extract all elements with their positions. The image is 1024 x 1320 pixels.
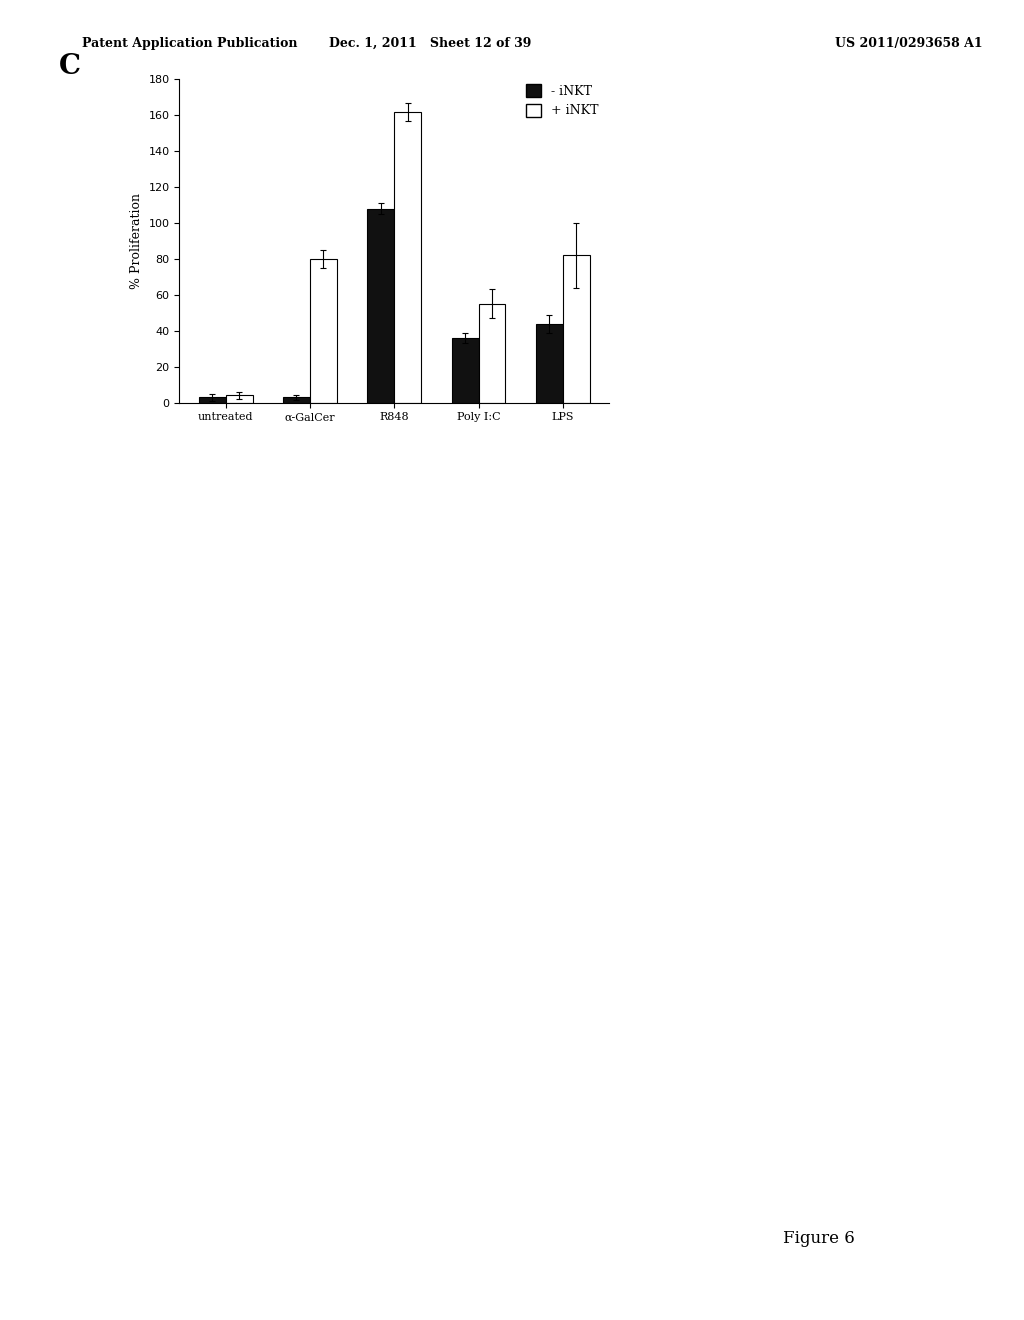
Bar xyxy=(563,255,590,403)
Bar xyxy=(310,259,337,403)
Text: C: C xyxy=(58,53,81,81)
Y-axis label: % Proliferation: % Proliferation xyxy=(130,193,142,289)
Text: Figure 6: Figure 6 xyxy=(783,1230,855,1247)
Bar xyxy=(478,304,506,403)
Bar xyxy=(394,112,421,403)
Text: US 2011/0293658 A1: US 2011/0293658 A1 xyxy=(836,37,983,50)
Bar xyxy=(368,209,394,403)
Bar xyxy=(452,338,478,403)
Bar xyxy=(283,397,310,403)
Bar xyxy=(225,396,253,403)
Text: Patent Application Publication: Patent Application Publication xyxy=(82,37,297,50)
Legend: - iNKT, + iNKT: - iNKT, + iNKT xyxy=(520,79,603,123)
Bar xyxy=(199,397,225,403)
Text: Dec. 1, 2011   Sheet 12 of 39: Dec. 1, 2011 Sheet 12 of 39 xyxy=(329,37,531,50)
Bar xyxy=(536,323,563,403)
